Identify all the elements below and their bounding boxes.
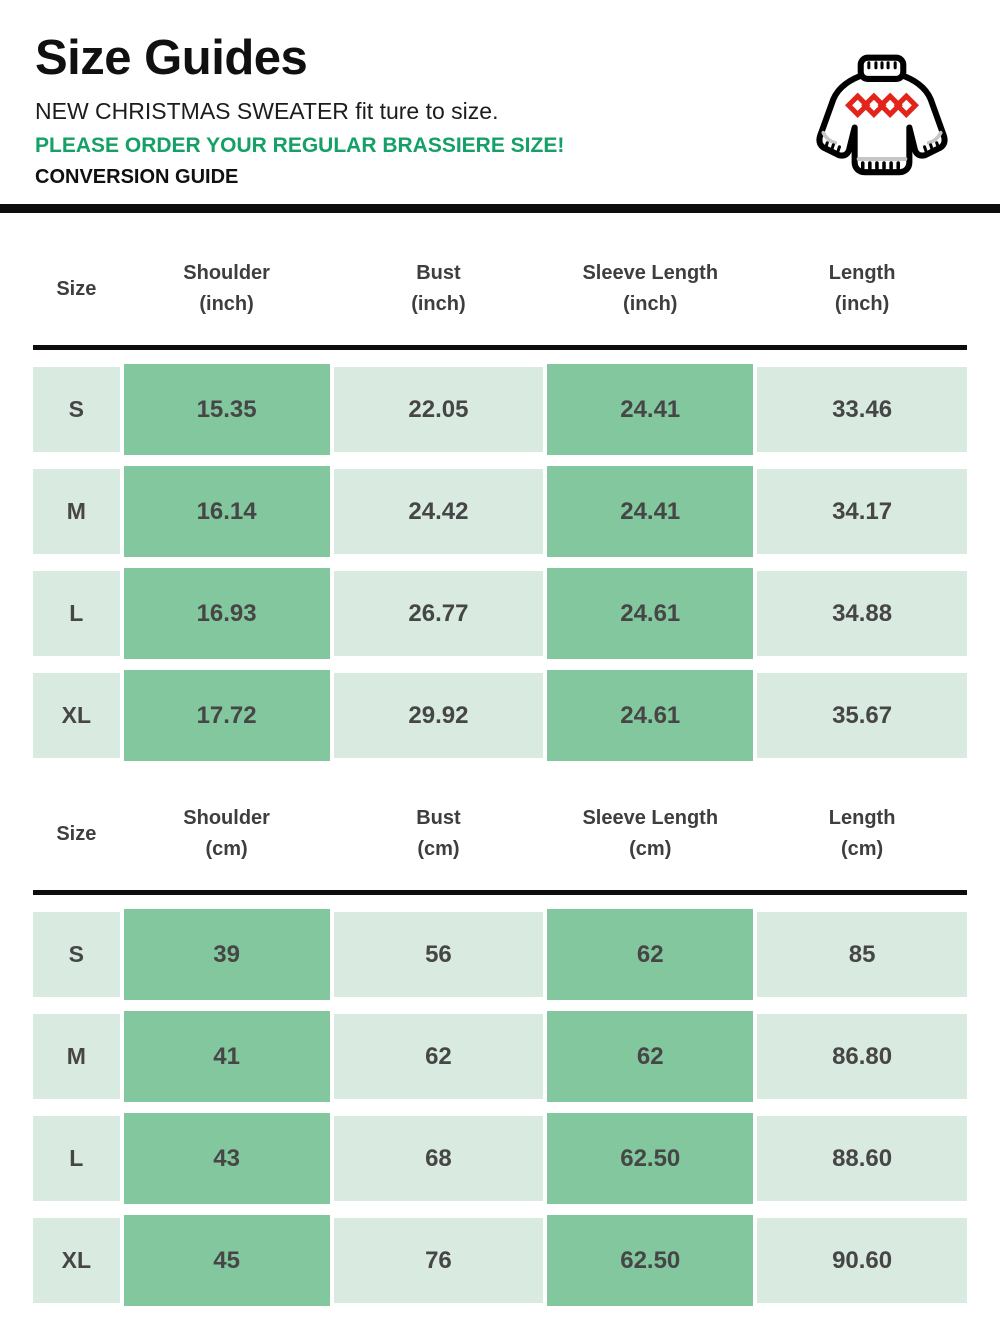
size-cell: L (33, 1116, 120, 1201)
value-cell: 22.05 (333, 367, 544, 452)
value-cell: 17.72 (123, 670, 330, 761)
table-row: L 43 68 62.50 88.60 (33, 1113, 967, 1204)
size-cell: XL (33, 1218, 120, 1303)
value-cell: 39 (123, 909, 330, 1000)
value-cell: 90.60 (757, 1218, 967, 1303)
column-header: Sleeve Length (cm) (582, 807, 719, 860)
size-tables: Size Shoulder (inch) Bust (inch) Sleeve Lengt… (0, 213, 1000, 1306)
column-header: Sleeve Length (inch) (582, 262, 719, 315)
conversion-guide-label: CONVERSION GUIDE (35, 166, 239, 188)
column-header: Bust (cm) (416, 807, 461, 860)
size-cell: M (33, 1014, 120, 1099)
value-cell: 35.67 (757, 673, 967, 758)
value-cell: 24.42 (333, 469, 544, 554)
column-header: Size (56, 822, 97, 845)
christmas-sweater-icon (806, 52, 958, 190)
table-header-rule (33, 890, 967, 895)
table-row: S 39 56 62 85 (33, 909, 967, 1000)
value-cell: 16.14 (123, 466, 330, 557)
value-cell: 62 (547, 909, 754, 1000)
value-cell: 33.46 (757, 367, 967, 452)
table-row: M 41 62 62 86.80 (33, 1011, 967, 1102)
table-row: M 16.14 24.42 24.41 34.17 (33, 466, 967, 557)
table-row: L 16.93 26.77 24.61 34.88 (33, 568, 967, 659)
value-cell: 16.93 (123, 568, 330, 659)
header-divider (0, 204, 1000, 213)
value-cell: 45 (123, 1215, 330, 1306)
column-header: Bust (inch) (411, 262, 466, 315)
value-cell: 85 (757, 912, 967, 997)
size-cell: XL (33, 673, 120, 758)
value-cell: 76 (333, 1218, 544, 1303)
table-header-row: Size Shoulder (inch) Bust (inch) Sleeve Lengt… (33, 213, 967, 345)
value-cell: 24.61 (547, 568, 754, 659)
table-body: S 15.35 22.05 24.41 33.46 M 16.14 24.42 24.41 34.… (33, 364, 967, 761)
value-cell: 24.41 (547, 364, 754, 455)
size-cell: S (33, 367, 120, 452)
value-cell: 88.60 (757, 1116, 967, 1201)
column-header: Shoulder (inch) (183, 262, 270, 315)
value-cell: 62.50 (547, 1113, 754, 1204)
fit-subtitle: NEW CHRISTMAS SWEATER fit ture to size. (35, 98, 499, 124)
size-cell: M (33, 469, 120, 554)
size-table-cm: Size Shoulder (cm) Bust (cm) Sleeve Length (cm… (33, 775, 967, 1306)
value-cell: 62 (333, 1014, 544, 1099)
size-cell: S (33, 912, 120, 997)
page-title: Size Guides (35, 31, 308, 85)
table-header-rule (33, 345, 967, 350)
diamond-pattern (844, 92, 920, 118)
column-header: Size (56, 277, 97, 300)
table-row: XL 45 76 62.50 90.60 (33, 1215, 967, 1306)
order-notice: PLEASE ORDER YOUR REGULAR BRASSIERE SIZE… (35, 134, 565, 157)
value-cell: 24.61 (547, 670, 754, 761)
value-cell: 86.80 (757, 1014, 967, 1099)
column-header: Length (inch) (828, 262, 896, 315)
value-cell: 34.88 (757, 571, 967, 656)
value-cell: 34.17 (757, 469, 967, 554)
size-table-inch: Size Shoulder (inch) Bust (inch) Sleeve Lengt… (33, 213, 967, 761)
table-body: S 39 56 62 85 M 41 62 62 86.80 L 43 68 62.50 88.60 XL 45… (33, 909, 967, 1306)
value-cell: 43 (123, 1113, 330, 1204)
value-cell: 24.41 (547, 466, 754, 557)
table-row: XL 17.72 29.92 24.61 35.67 (33, 670, 967, 761)
value-cell: 68 (333, 1116, 544, 1201)
value-cell: 29.92 (333, 673, 544, 758)
value-cell: 41 (123, 1011, 330, 1102)
value-cell: 15.35 (123, 364, 330, 455)
page-header: Size Guides NEW CHRISTMAS SWEATER fit tu… (0, 0, 1000, 189)
value-cell: 62.50 (547, 1215, 754, 1306)
value-cell: 26.77 (333, 571, 544, 656)
table-header-row: Size Shoulder (cm) Bust (cm) Sleeve Length (cm… (33, 775, 967, 890)
table-row: S 15.35 22.05 24.41 33.46 (33, 364, 967, 455)
size-cell: L (33, 571, 120, 656)
value-cell: 62 (547, 1011, 754, 1102)
column-header: Shoulder (cm) (183, 807, 270, 860)
column-header: Length (cm) (828, 807, 896, 860)
value-cell: 56 (333, 912, 544, 997)
